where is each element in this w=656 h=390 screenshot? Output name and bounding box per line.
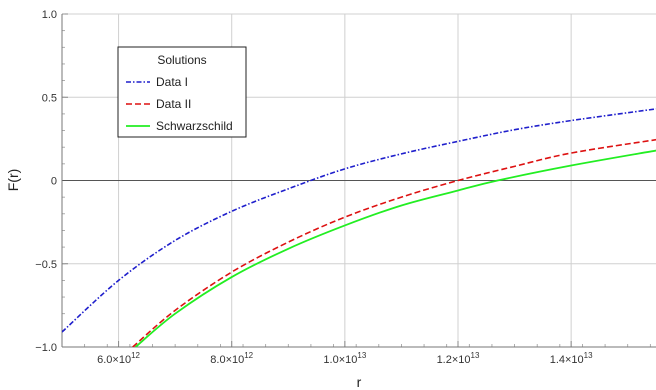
x-tick-label: 1.4×1013	[550, 351, 593, 366]
y-tick-label: 1.0	[42, 9, 57, 21]
legend-label: Data II	[156, 97, 191, 111]
y-axis-label: F(r)	[5, 169, 21, 192]
series-layer	[62, 108, 656, 347]
y-tick-label: 0	[51, 176, 57, 188]
legend-items: Data I Data II Schwarzschild	[126, 75, 233, 133]
series-line-schwarzschild	[134, 149, 656, 347]
x-tick-label: 1.2×1013	[437, 351, 480, 366]
x-tick-label: 1.0×1013	[323, 351, 366, 366]
y-tick-label: 0.5	[42, 92, 57, 104]
y-tick-label: −1.0	[35, 342, 57, 354]
axes	[61, 13, 656, 348]
legend-box	[117, 46, 247, 138]
x-tick-label: 6.0×1012	[97, 351, 140, 366]
tick-labels: 6.0×1012 8.0×1012 1.0×1013 1.2×1013 1.4×1013…	[35, 9, 593, 366]
legend-title: Solutions	[157, 53, 206, 67]
y-tick-label: −0.5	[35, 259, 57, 271]
series-line-data-ii	[132, 138, 656, 347]
series-line-data-i	[62, 108, 656, 333]
legend-label: Schwarzschild	[156, 119, 233, 133]
legend: Solutions Data I Data II Schwarzschild	[117, 46, 247, 138]
x-axis-label: r	[357, 374, 362, 390]
legend-label: Data I	[156, 75, 188, 89]
x-tick-label: 8.0×1012	[210, 351, 253, 366]
